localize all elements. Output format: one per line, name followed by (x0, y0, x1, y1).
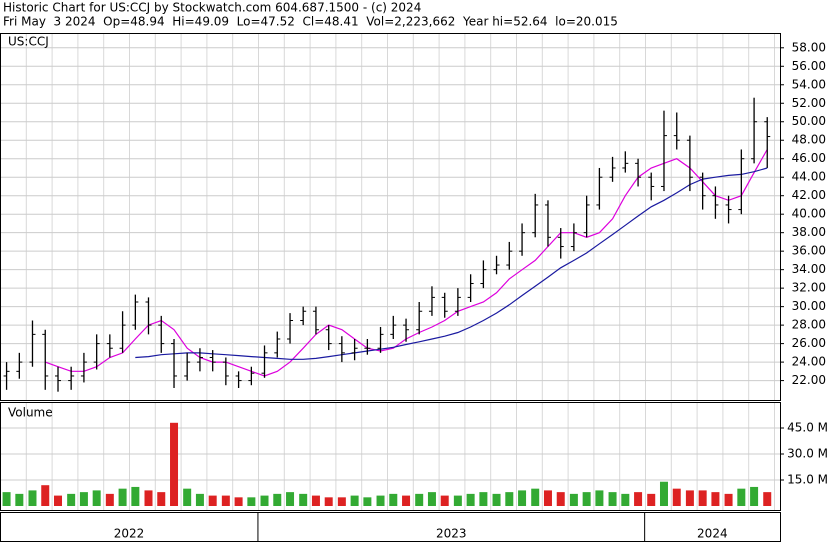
volume-bar (518, 490, 527, 506)
volume-bar (763, 492, 772, 506)
y-tick-label: 26.00 (792, 336, 826, 350)
volume-bar (376, 495, 385, 506)
y-tick-label: 42.00 (792, 188, 826, 202)
volume-bar (286, 492, 295, 506)
volume-bar (466, 493, 475, 506)
volume-tick-label: 30.0 M (787, 447, 828, 461)
y-tick-label: 28.00 (792, 318, 826, 332)
volume-bar (131, 486, 140, 506)
price-panel-frame (0, 33, 781, 401)
y-tick-label: 48.00 (792, 133, 826, 147)
volume-bar (698, 490, 707, 506)
volume-bar (569, 493, 578, 506)
volume-bar (28, 490, 37, 506)
volume-bar (41, 485, 50, 506)
volume-bar (543, 490, 552, 506)
volume-bar (621, 493, 630, 506)
volume-bar (324, 497, 333, 506)
volume-bar (505, 492, 514, 506)
volume-panel-grid (0, 402, 781, 511)
volume-bar (311, 495, 320, 506)
volume-bar (118, 488, 127, 506)
volume-bar (144, 490, 153, 506)
chart-title: Historic Chart for US:CCJ by Stockwatch.… (3, 1, 421, 15)
volume-bar (183, 488, 192, 506)
volume-bar (350, 495, 359, 506)
volume-bar (685, 490, 694, 506)
volume-bar (92, 490, 101, 506)
y-tick-label: 34.00 (792, 262, 826, 276)
volume-bar (15, 493, 24, 506)
volume-bar (595, 490, 604, 506)
volume-bar (247, 497, 256, 506)
volume-bar (337, 497, 346, 506)
y-tick-label: 52.00 (792, 96, 826, 110)
y-tick-label: 24.00 (792, 355, 826, 369)
volume-bar (402, 495, 411, 506)
volume-bar (647, 493, 656, 506)
y-tick-label: 40.00 (792, 207, 826, 221)
volume-bar (299, 493, 308, 506)
y-tick-label: 38.00 (792, 225, 826, 239)
y-tick-label: 58.00 (792, 40, 826, 54)
volume-bar (234, 497, 243, 506)
volume-label: Volume (8, 406, 53, 420)
y-tick-label: 30.00 (792, 299, 826, 313)
volume-bar (2, 492, 11, 506)
chart-subtitle: Fri May 3 2024 Op=48.94 Hi=49.09 Lo=47.5… (3, 15, 618, 29)
volume-bar (492, 493, 501, 506)
volume-bar (157, 492, 166, 506)
year-label: 2023 (436, 527, 467, 541)
volume-bar (427, 492, 436, 506)
volume-bar (363, 497, 372, 506)
volume-bar (67, 493, 76, 506)
volume-panel-frame (0, 402, 781, 511)
volume-bar (389, 493, 398, 506)
volume-bar (170, 422, 179, 506)
volume-bar (479, 492, 488, 506)
volume-bar (608, 492, 617, 506)
price-panel-grid (0, 33, 781, 401)
volume-bar (105, 493, 114, 506)
volume-tick-label: 45.0 M (787, 421, 828, 435)
volume-bar (195, 493, 204, 506)
volume-tick-label: 15.0 M (787, 473, 828, 487)
volume-bar (453, 495, 462, 506)
moving-average-line (135, 167, 768, 360)
y-tick-label: 56.00 (792, 59, 826, 73)
volume-bar (737, 488, 746, 506)
volume-bar (711, 492, 720, 506)
volume-bar (582, 492, 591, 506)
symbol-label: US:CCJ (8, 35, 49, 49)
volume-bar (531, 488, 540, 506)
volume-bar (556, 492, 565, 506)
year-label: 2024 (697, 527, 728, 541)
y-tick-label: 32.00 (792, 281, 826, 295)
year-label: 2022 (114, 527, 145, 541)
volume-bar (273, 493, 282, 506)
y-tick-label: 46.00 (792, 151, 826, 165)
volume-bar (415, 493, 424, 506)
volume-bar (54, 495, 63, 506)
volume-bar (221, 495, 230, 506)
y-tick-label: 22.00 (792, 373, 826, 387)
date-axis-frame (0, 512, 781, 542)
volume-bar (634, 492, 643, 506)
volume-bar (750, 486, 759, 506)
volume-bar (79, 492, 88, 506)
y-tick-label: 44.00 (792, 170, 826, 184)
volume-bar (440, 495, 449, 506)
plot-area (0, 47, 780, 506)
y-tick-label: 54.00 (792, 77, 826, 91)
volume-bar (260, 495, 269, 506)
volume-bar (659, 481, 668, 506)
y-tick-label: 50.00 (792, 114, 826, 128)
volume-bar (672, 488, 681, 506)
y-tick-label: 36.00 (792, 244, 826, 258)
volume-bar (724, 493, 733, 506)
volume-bar (208, 495, 217, 506)
